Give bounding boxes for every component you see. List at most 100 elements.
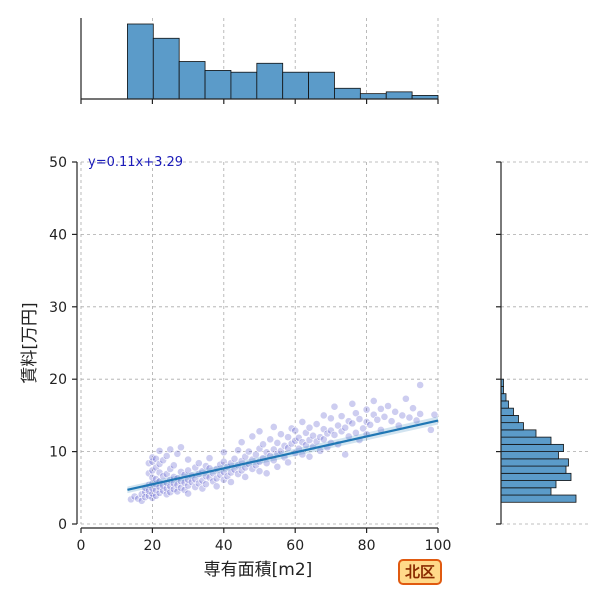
- data-point: [405, 413, 414, 422]
- data-point: [373, 415, 382, 424]
- right-hist-bar: [500, 407, 514, 416]
- y-axis-title: 賃料[万円]: [20, 302, 40, 383]
- data-point: [248, 432, 257, 441]
- data-point: [255, 427, 264, 436]
- data-point: [202, 480, 210, 489]
- data-point: [230, 454, 239, 463]
- x-tick-label: 0: [77, 538, 86, 554]
- data-point: [169, 461, 178, 470]
- data-point: [376, 404, 385, 413]
- data-point: [252, 450, 260, 459]
- data-point: [330, 402, 339, 411]
- right-hist-bar: [500, 393, 507, 402]
- data-point: [184, 489, 192, 498]
- data-point: [284, 433, 292, 442]
- top-hist-bar: [282, 71, 309, 100]
- y-tick-label: 20: [49, 372, 67, 388]
- right-hist-bar: [500, 458, 569, 467]
- data-point: [305, 423, 314, 432]
- y-tick-label: 30: [49, 300, 67, 316]
- regression-line: [127, 419, 439, 491]
- data-point: [362, 405, 371, 414]
- y-tick-label: 50: [49, 155, 67, 171]
- right-hist-bar: [500, 451, 559, 460]
- top-hist-bar: [230, 71, 258, 100]
- top-hist-bar: [385, 91, 413, 100]
- x-tick-label: 60: [286, 538, 304, 554]
- right-hist-bar: [500, 494, 577, 503]
- top-hist-bar: [308, 71, 335, 100]
- data-point: [348, 419, 357, 428]
- right-hist-bar: [500, 429, 537, 438]
- right-hist-bar: [500, 436, 552, 445]
- data-point: [334, 421, 342, 430]
- data-point: [291, 426, 300, 435]
- right-hist-bar: [500, 472, 572, 481]
- data-point: [277, 430, 285, 439]
- data-point: [398, 411, 407, 420]
- data-point: [426, 425, 435, 434]
- data-point: [266, 435, 275, 444]
- data-point: [162, 452, 171, 460]
- top-hist-bar: [334, 87, 361, 100]
- right-hist-bar: [500, 480, 557, 489]
- data-point: [259, 440, 267, 449]
- data-point: [194, 459, 203, 468]
- data-point: [409, 404, 417, 413]
- data-point: [237, 438, 246, 447]
- data-point: [391, 407, 400, 416]
- main-axes: 0 20 40 60 80 100 0 10 20 30 40 50: [49, 155, 451, 554]
- regression-line-group: [127, 416, 439, 494]
- data-point: [173, 449, 182, 458]
- data-point: [227, 478, 235, 486]
- top-hist-bar: [127, 23, 154, 100]
- data-point: [369, 397, 378, 405]
- data-point: [337, 412, 346, 421]
- right-hist-bar: [500, 443, 564, 452]
- right-hist-bar: [500, 414, 519, 424]
- top-hist-bar: [152, 37, 180, 100]
- y-tick-label: 10: [49, 445, 67, 461]
- data-point: [234, 446, 242, 455]
- data-point: [219, 448, 228, 457]
- data-point: [319, 435, 328, 444]
- right-hist-bar: [500, 487, 552, 496]
- data-point: [351, 428, 360, 437]
- data-point: [387, 417, 396, 426]
- right-hist-bar: [500, 422, 524, 431]
- region-badge: 北区: [398, 559, 442, 585]
- right-histogram: [496, 161, 590, 525]
- data-point: [341, 423, 350, 432]
- x-tick-label: 100: [425, 538, 452, 554]
- data-point: [205, 454, 214, 463]
- y-tick-label: 0: [58, 517, 67, 533]
- data-point: [319, 411, 328, 420]
- data-point: [330, 431, 339, 439]
- x-tick-label: 80: [358, 538, 376, 554]
- data-point: [177, 443, 185, 452]
- data-point: [366, 420, 375, 429]
- regression-equation-label: y=0.11x+3.29: [88, 155, 183, 170]
- data-point: [184, 455, 192, 464]
- top-hist-bar: [178, 61, 206, 100]
- y-tick-label: 40: [49, 227, 67, 243]
- top-hist-bar: [256, 62, 284, 100]
- data-point: [384, 402, 392, 410]
- data-point: [273, 462, 282, 471]
- top-hist-bar: [204, 70, 232, 100]
- data-point: [241, 473, 250, 481]
- data-point: [305, 452, 314, 461]
- data-point: [244, 447, 253, 456]
- data-point: [166, 445, 175, 454]
- data-point: [273, 439, 282, 447]
- data-point: [155, 446, 164, 455]
- data-point: [348, 399, 357, 408]
- data-point: [284, 458, 292, 467]
- data-point: [269, 423, 278, 431]
- data-point: [401, 394, 410, 403]
- x-tick-label: 20: [143, 538, 161, 554]
- top-hist-bar: [359, 93, 387, 100]
- data-point: [351, 409, 360, 418]
- data-point: [326, 414, 335, 423]
